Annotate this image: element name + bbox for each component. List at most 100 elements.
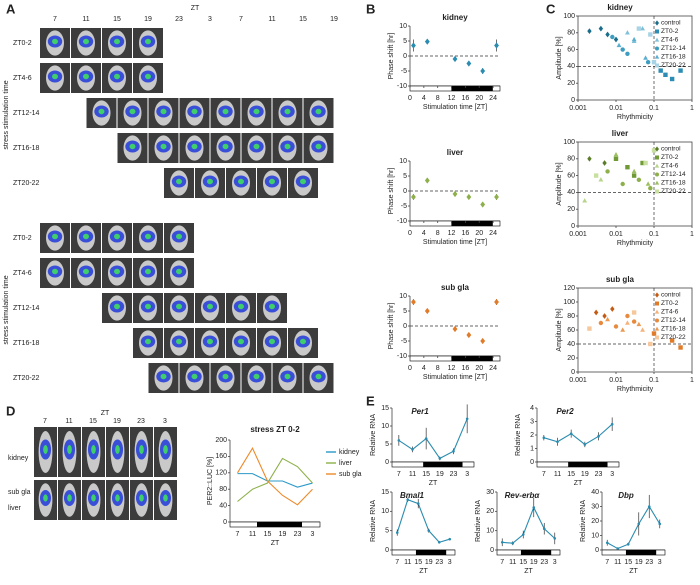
- x-tick-label: 3: [610, 471, 614, 478]
- line: [606, 505, 661, 550]
- y-tick-label: 5: [403, 308, 407, 315]
- row-label: liver: [8, 505, 22, 512]
- y-tick-label: 200: [215, 437, 227, 444]
- signal-core: [145, 38, 151, 45]
- signal-core: [98, 108, 105, 115]
- marker: [466, 193, 472, 201]
- x-tick-label: 0: [408, 365, 412, 372]
- x-tick-label: 15: [567, 471, 575, 478]
- marker: [663, 72, 668, 77]
- y-tick-label: 80: [219, 486, 227, 493]
- marker: [542, 436, 546, 440]
- signal-core: [176, 268, 182, 275]
- legend-label: ZT20-22: [661, 62, 686, 69]
- marker: [678, 345, 683, 350]
- x-tick-label: 4: [422, 230, 426, 237]
- marker: [452, 55, 458, 63]
- marker: [424, 38, 430, 45]
- marker: [610, 34, 615, 40]
- marker: [605, 31, 610, 38]
- x-axis-label: Rhythmicity: [617, 114, 654, 121]
- x-tick-label: 3: [553, 559, 557, 566]
- y-tick-label: 40: [219, 502, 227, 509]
- marker: [626, 542, 630, 546]
- marker: [411, 448, 414, 451]
- x-tick-label: 0.1: [649, 377, 659, 384]
- line: [396, 499, 450, 543]
- x-tick-label: 23: [595, 471, 603, 478]
- x-tick-label: 11: [554, 471, 561, 478]
- signal-core: [176, 338, 182, 345]
- row-label: ZT0-2: [13, 40, 32, 47]
- signal-core: [139, 494, 144, 502]
- x-tick-label: 23: [645, 559, 653, 566]
- row-label: ZT4-6: [13, 270, 32, 277]
- marker: [553, 537, 557, 540]
- x-tick-label: 15: [624, 559, 632, 566]
- line: [237, 447, 313, 506]
- column-label: 3: [163, 418, 167, 425]
- marker: [625, 51, 630, 56]
- y-tick-label: 40: [567, 63, 575, 70]
- marker: [620, 181, 625, 187]
- y-tick-label: 10: [591, 532, 599, 539]
- signal-core: [83, 73, 89, 80]
- marker: [645, 181, 651, 186]
- signal-core: [160, 373, 167, 380]
- marker: [648, 186, 653, 191]
- legend-label: ZT0-2: [661, 28, 679, 35]
- legend-marker: [655, 318, 659, 323]
- y-tick-label: 60: [567, 327, 575, 334]
- legend-label: ZT4-6: [661, 309, 679, 316]
- signal-core: [83, 38, 89, 45]
- marker: [610, 306, 615, 312]
- y-tick-label: 15: [381, 405, 389, 412]
- marker: [640, 25, 645, 31]
- x-tick-label: 3: [465, 471, 469, 478]
- legend-label: ZT20-22: [661, 334, 686, 341]
- marker: [587, 155, 592, 162]
- marker: [598, 177, 604, 182]
- legend-marker: [654, 180, 660, 185]
- marker: [658, 522, 662, 526]
- y-tick-label: 0: [223, 519, 227, 526]
- y-tick-label: 10: [399, 158, 407, 165]
- x-tick-label: 11: [509, 559, 516, 566]
- marker: [569, 432, 573, 435]
- signal-core: [238, 338, 244, 345]
- legend-label: ZT0-2: [661, 300, 679, 307]
- y-tick-label: 80: [567, 313, 575, 320]
- marker: [631, 310, 637, 315]
- x-tick-label: 4: [422, 365, 426, 372]
- x-axis-label: ZT: [574, 480, 583, 487]
- legend-marker: [655, 20, 659, 26]
- chart-title: Bmal1: [400, 491, 425, 500]
- legend-label: ZT4-6: [661, 37, 679, 44]
- y-axis-label: Relative RNA: [475, 500, 482, 542]
- legend-label: ZT16-18: [661, 326, 686, 333]
- y-tick-label: 10: [399, 293, 407, 300]
- x-tick-label: 24: [489, 230, 497, 237]
- marker: [466, 60, 472, 67]
- x-tick-label: 0.001: [569, 377, 587, 384]
- signal-core: [207, 178, 213, 185]
- marker: [613, 324, 619, 329]
- signal-core: [52, 268, 58, 275]
- x-tick-label: 15: [422, 471, 430, 478]
- y-tick-label: 120: [215, 470, 227, 477]
- y-tick-label: 0: [530, 459, 534, 466]
- marker: [437, 540, 441, 544]
- signal-core: [238, 178, 244, 185]
- x-tick-label: 16: [461, 365, 469, 372]
- y-axis-label: Relative RNA: [580, 500, 587, 542]
- x-tick-label: 4: [422, 95, 426, 102]
- marker: [480, 67, 486, 75]
- x-tick-label: 16: [461, 95, 469, 102]
- signal-core: [160, 108, 167, 115]
- row-label: sub gla: [8, 489, 31, 496]
- signal-core: [176, 303, 182, 310]
- y-tick-label: 20: [486, 508, 494, 515]
- legend-label: control: [661, 146, 681, 153]
- x-tick-label: 20: [475, 230, 483, 237]
- legend-marker: [654, 326, 660, 331]
